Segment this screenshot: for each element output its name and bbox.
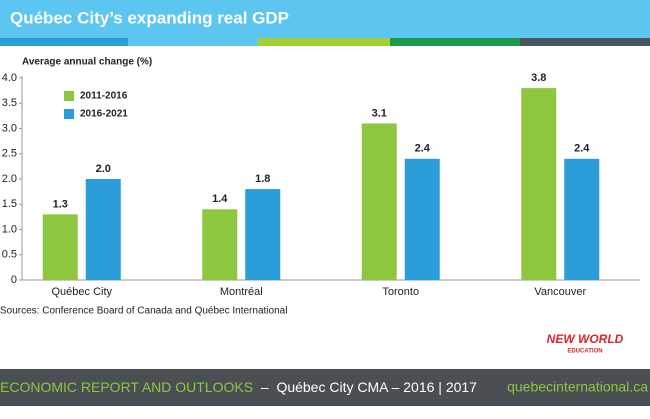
y-tick-label: 2.5 <box>2 148 17 160</box>
bar <box>564 158 600 280</box>
source: Sources: Conference Board of Canada and … <box>0 306 287 317</box>
value-label: 1.4 <box>212 193 228 205</box>
strip <box>520 38 650 46</box>
strip <box>128 38 258 46</box>
value-label: 2.4 <box>415 143 431 155</box>
y-tick-label: 4.0 <box>2 72 17 84</box>
value-label: 1.8 <box>255 173 270 185</box>
footer-text: ECONOMIC REPORT AND OUTLOOKS – Québec Ci… <box>0 379 477 395</box>
y-tick-label: 1.5 <box>2 198 17 210</box>
bar <box>521 88 557 280</box>
x-tick-label: Québec City <box>51 286 112 298</box>
value-label: 2.0 <box>96 163 111 175</box>
strip <box>390 38 520 46</box>
footer-report: ECONOMIC REPORT AND OUTLOOKS <box>0 379 253 395</box>
legend-label: 2011-2016 <box>80 91 128 102</box>
y-tick-label: 3.5 <box>2 97 17 109</box>
header-band <box>0 0 650 38</box>
bar <box>202 209 238 280</box>
footer-edition: – Québec City CMA – 2016 | 2017 <box>253 379 477 395</box>
logo-text: NEW WORLD <box>547 332 624 346</box>
value-label: 1.3 <box>53 198 68 210</box>
y-tick-label: 2.0 <box>2 173 17 185</box>
x-tick-label: Montréal <box>220 286 263 298</box>
strip <box>0 38 128 46</box>
chart-title: Québec City’s expanding real GDP <box>10 8 289 27</box>
strip <box>258 38 390 46</box>
footer-band <box>0 369 650 406</box>
y-tick-label: 0 <box>11 274 17 286</box>
bar <box>245 189 281 280</box>
value-label: 3.8 <box>531 72 546 84</box>
legend-swatch <box>64 91 74 101</box>
y-tick-label: 1.0 <box>2 223 17 235</box>
footer-website: quebecinternational.ca <box>507 379 648 395</box>
bar <box>361 123 397 280</box>
bar <box>42 214 78 280</box>
y-tick-label: 0.5 <box>2 249 17 261</box>
x-tick-label: Toronto <box>382 286 419 298</box>
y-tick-label: 3.0 <box>2 122 17 134</box>
bar <box>404 158 440 280</box>
logo-text: EDUCATION <box>567 349 602 355</box>
value-label: 2.4 <box>574 143 590 155</box>
x-tick-label: Vancouver <box>534 286 586 298</box>
bar <box>85 179 121 280</box>
legend-swatch <box>64 109 74 119</box>
legend-label: 2016-2021 <box>80 109 128 120</box>
y-axis-label: Average annual change (%) <box>22 57 152 68</box>
value-label: 3.1 <box>372 107 387 119</box>
